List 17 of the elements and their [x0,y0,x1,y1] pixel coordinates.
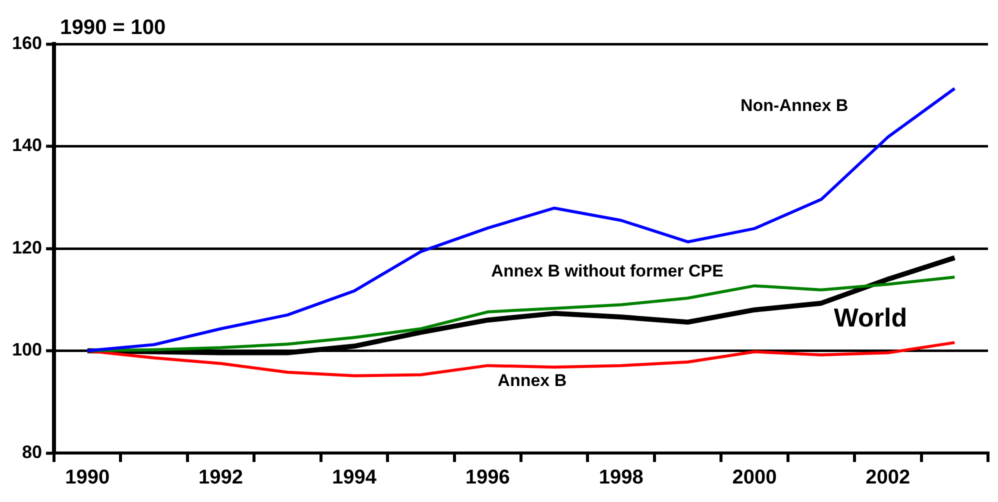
x-tick-label: 1990 [65,466,110,489]
x-tick-label: 1998 [598,466,644,489]
x-tick-label: 1994 [332,466,378,489]
y-tick-label: 80 [22,442,42,462]
series-label: World [834,302,908,332]
y-axis-title: 1990 = 100 [60,16,166,39]
series-label: Annex B [498,371,567,390]
x-tick-label: 1996 [465,466,510,489]
y-tick-label: 120 [12,237,42,258]
y-tick-label: 100 [12,340,42,360]
y-tick-label: 140 [12,135,42,156]
x-tick-label: 2002 [866,466,910,489]
x-tick-label: 1992 [198,466,244,489]
text: Non-Annex B [740,96,848,115]
x-tick-label: 2000 [732,466,777,489]
series-label: Annex B without former CPE [491,262,724,280]
y-tick-label: 160 [12,32,42,53]
